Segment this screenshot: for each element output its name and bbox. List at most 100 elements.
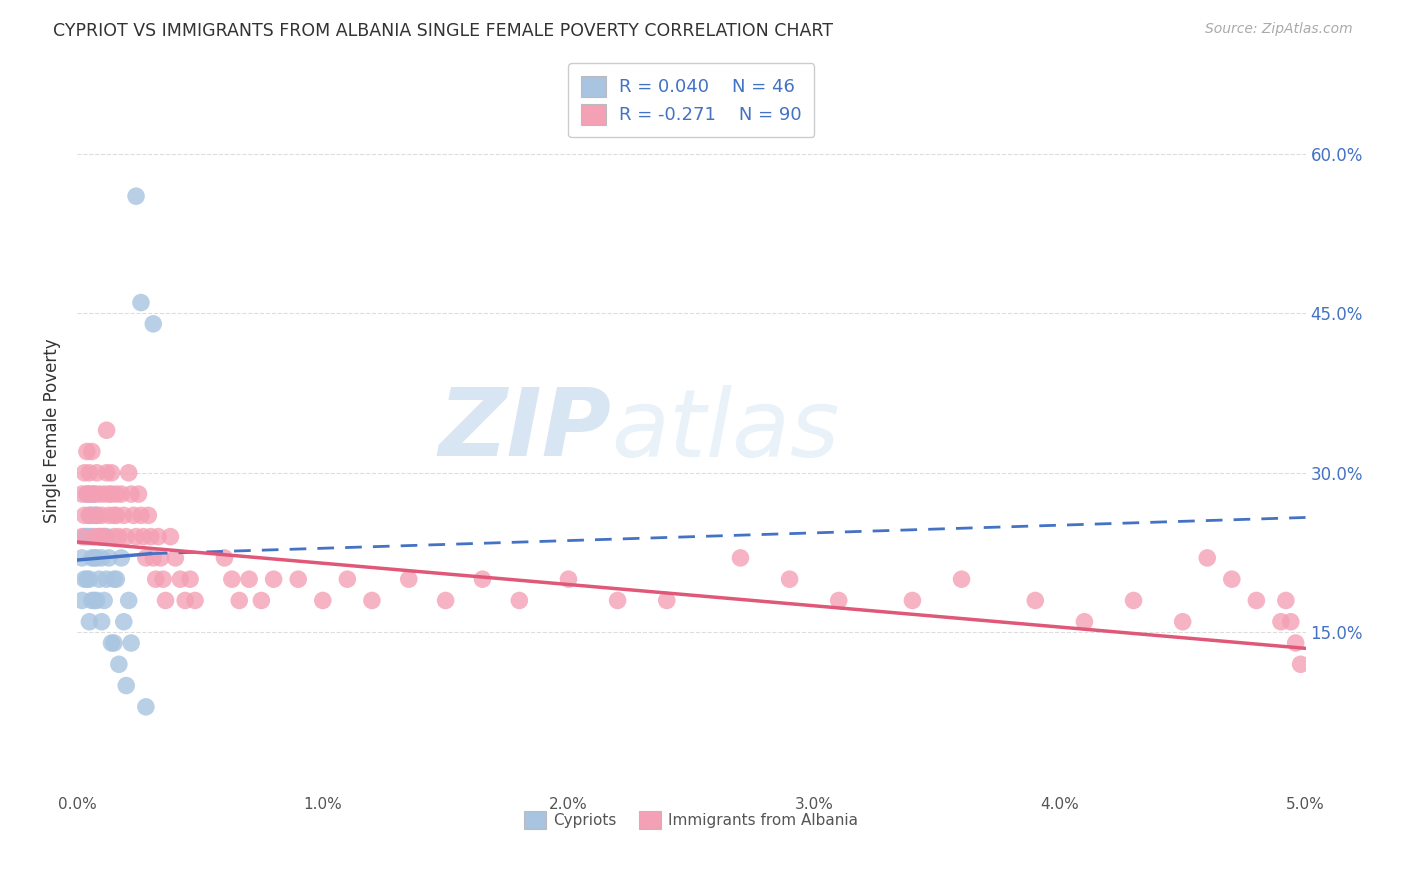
Point (1289, 657, 1312, 672)
Point (1275, 593, 1298, 607)
Point (122, 508, 145, 523)
Point (312, 593, 335, 607)
Point (103, 636, 125, 650)
Point (86, 593, 108, 607)
Point (184, 593, 207, 607)
Point (1171, 615, 1194, 629)
Point (96, 530, 118, 544)
Point (361, 593, 384, 607)
Point (83, 593, 105, 607)
Point (221, 572, 243, 586)
Point (70, 550, 93, 565)
Point (103, 572, 125, 586)
Text: atlas: atlas (612, 384, 839, 475)
Point (100, 636, 122, 650)
Point (730, 550, 752, 565)
Point (1270, 615, 1292, 629)
Point (79, 508, 101, 523)
Point (96, 466, 118, 480)
Point (1285, 636, 1308, 650)
Point (86, 508, 108, 523)
Point (118, 466, 141, 480)
Point (76, 572, 98, 586)
Point (80, 487, 103, 501)
Point (100, 487, 122, 501)
Text: ZIP: ZIP (439, 384, 612, 476)
Point (70, 487, 93, 501)
Legend: Cypriots, Immigrants from Albania: Cypriots, Immigrants from Albania (517, 805, 865, 835)
Point (83, 530, 105, 544)
Point (228, 593, 250, 607)
Point (98, 550, 121, 565)
Point (139, 530, 162, 544)
Point (80, 593, 103, 607)
Point (471, 572, 494, 586)
Point (100, 466, 122, 480)
Point (112, 615, 135, 629)
Point (73, 508, 96, 523)
Point (179, 572, 201, 586)
Point (128, 487, 150, 501)
Point (90, 530, 112, 544)
Point (93, 530, 115, 544)
Point (79, 487, 101, 501)
Point (76, 530, 98, 544)
Point (125, 189, 148, 203)
Point (79, 530, 101, 544)
Point (83, 487, 105, 501)
Point (70, 593, 93, 607)
Point (606, 593, 628, 607)
Point (174, 593, 197, 607)
Point (93, 487, 115, 501)
Point (1197, 550, 1219, 565)
Point (434, 593, 457, 607)
Point (90, 615, 112, 629)
Point (108, 657, 131, 672)
Point (159, 530, 181, 544)
Point (79, 466, 101, 480)
Point (779, 572, 801, 586)
Point (108, 530, 131, 544)
Point (145, 572, 167, 586)
Point (238, 572, 260, 586)
Point (135, 550, 157, 565)
Point (129, 295, 152, 310)
Point (86, 466, 108, 480)
Point (118, 593, 141, 607)
Point (901, 593, 924, 607)
Point (214, 550, 236, 565)
Point (138, 508, 160, 523)
Point (129, 508, 152, 523)
Point (165, 550, 187, 565)
Point (132, 530, 155, 544)
Point (98, 487, 121, 501)
Point (155, 593, 177, 607)
Point (76, 444, 98, 458)
Point (79, 615, 101, 629)
Point (152, 572, 174, 586)
Point (73, 530, 96, 544)
Point (103, 530, 125, 544)
Point (80, 550, 103, 565)
Point (287, 572, 309, 586)
Point (96, 423, 118, 437)
Point (125, 530, 148, 544)
Y-axis label: Single Female Poverty: Single Female Poverty (44, 338, 60, 523)
Point (250, 593, 273, 607)
Point (89, 530, 111, 544)
Point (828, 593, 851, 607)
Point (142, 550, 165, 565)
Point (93, 530, 115, 544)
Point (146, 530, 169, 544)
Point (169, 572, 191, 586)
Point (112, 508, 135, 523)
Point (263, 572, 285, 586)
Point (103, 508, 125, 523)
Point (89, 530, 111, 544)
Point (508, 593, 530, 607)
Point (98, 508, 121, 523)
Point (90, 550, 112, 565)
Point (1279, 615, 1302, 629)
Point (86, 550, 108, 565)
Point (115, 679, 138, 693)
